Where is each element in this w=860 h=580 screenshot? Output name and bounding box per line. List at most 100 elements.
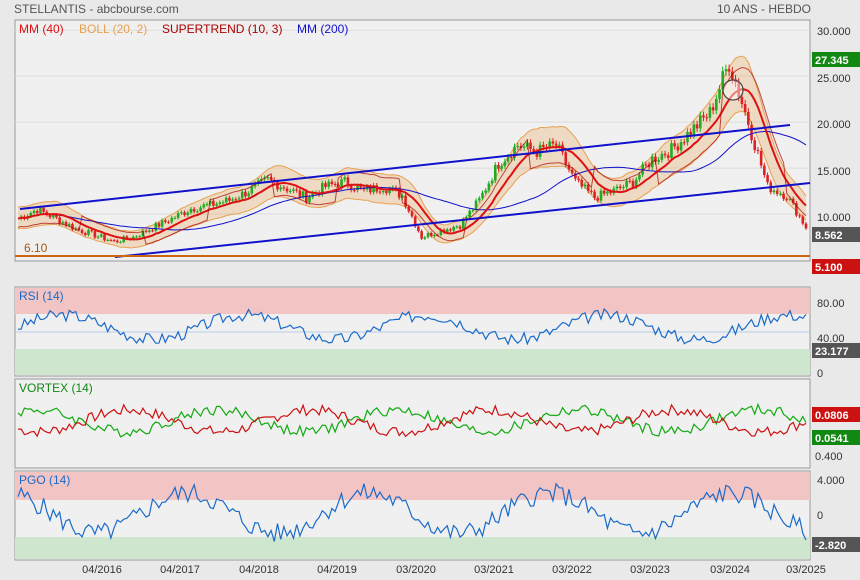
candle-body	[202, 204, 206, 208]
chart-title: STELLANTIS - abcbourse.com	[14, 2, 179, 16]
candle-body	[756, 149, 760, 151]
candle-body	[682, 142, 686, 144]
rsi-value: 23.177	[815, 346, 849, 358]
candle-body	[253, 183, 257, 187]
candle-body	[288, 190, 292, 192]
candle-body	[721, 71, 725, 90]
candle-body	[724, 69, 728, 72]
rsi-tick-80: 80.00	[817, 298, 845, 310]
pgo-high-zone	[15, 472, 810, 500]
candle-body	[51, 214, 55, 218]
pgo-value: -2.820	[815, 540, 846, 552]
candle-body	[558, 144, 561, 146]
candle-body	[321, 183, 324, 195]
candle-body	[772, 190, 776, 193]
candle-body	[551, 141, 555, 144]
candle-body	[625, 180, 628, 188]
candle-body	[292, 189, 295, 191]
candle-body	[513, 146, 516, 158]
candle-body	[468, 210, 471, 218]
candle-body	[106, 239, 109, 241]
candle-body	[247, 193, 250, 197]
candle-body	[734, 79, 737, 83]
candle-body	[644, 164, 648, 166]
close-tag	[812, 227, 860, 242]
candle-body	[666, 155, 670, 158]
candle-body	[401, 195, 404, 198]
candle-body	[718, 89, 721, 100]
candle-body	[657, 159, 660, 162]
highlight-marker	[722, 79, 744, 101]
vortex-plus-tag	[812, 430, 860, 445]
legend-mm200: MM (200)	[297, 22, 348, 36]
candle-body	[61, 222, 65, 224]
candle-body	[445, 229, 449, 233]
candle-body	[538, 144, 542, 157]
candle-body	[670, 143, 673, 158]
candle-body	[167, 221, 170, 223]
candle-body	[234, 199, 238, 201]
candle-body	[731, 71, 734, 80]
candle-body	[164, 220, 167, 222]
candle-body	[747, 111, 750, 125]
candle-body	[711, 107, 715, 111]
candle-body	[330, 181, 334, 184]
candle-body	[413, 216, 417, 227]
candle-body	[266, 177, 270, 179]
candle-body	[429, 233, 433, 237]
candle-body	[83, 233, 87, 235]
candle-body	[586, 184, 590, 191]
legend-supertrend: SUPERTREND (10, 3)	[162, 22, 282, 36]
x-tick-label: 03/2020	[396, 564, 436, 576]
candle-body	[775, 190, 779, 194]
candle-body	[327, 181, 331, 187]
candle-body	[125, 236, 129, 239]
candle-body	[138, 236, 142, 238]
candle-body	[580, 179, 584, 187]
price-tick-20: 20.000	[817, 119, 851, 131]
candle-body	[285, 188, 289, 192]
pgo-label: PGO (14)	[19, 473, 70, 487]
candle-body	[295, 189, 298, 191]
candle-body	[212, 200, 215, 206]
candle-body	[529, 142, 532, 149]
channel-upper-line	[19, 124, 791, 210]
candle-body	[385, 190, 388, 194]
channel-lower-line	[114, 182, 811, 258]
candle-body	[349, 185, 353, 191]
candle-body	[702, 115, 705, 118]
rsi-line	[18, 307, 807, 346]
candle-body	[103, 234, 106, 241]
price-y-axis: 30.000 25.000 20.000 15.000 10.000	[817, 26, 851, 224]
price-panel	[14, 19, 811, 262]
candle-body	[240, 191, 244, 199]
candle-body	[276, 182, 279, 190]
legend-boll: BOLL (20, 2)	[79, 22, 147, 36]
x-tick-label: 03/2025	[786, 564, 826, 576]
candle-body	[388, 189, 391, 194]
rsi-tick-40: 40.00	[817, 333, 845, 345]
candle-body	[237, 198, 241, 200]
candle-body	[660, 153, 664, 160]
candle-body	[570, 169, 574, 174]
candle-body	[173, 217, 177, 219]
candle-body	[90, 230, 93, 232]
candle-body	[378, 191, 382, 193]
candle-body	[343, 177, 347, 180]
candle-body	[487, 183, 491, 191]
candle-body	[196, 211, 199, 213]
candle-body	[516, 145, 520, 147]
candle-body	[474, 200, 478, 210]
candle-body	[593, 191, 596, 199]
candle-body	[708, 107, 712, 118]
candle-body	[337, 184, 340, 188]
candle-body	[477, 198, 481, 201]
candle-body	[583, 184, 587, 187]
candle-body	[279, 187, 282, 190]
rsi-oversold-zone	[15, 349, 810, 375]
candle-body	[311, 192, 314, 198]
candle-body	[727, 69, 731, 72]
candle-body	[692, 124, 696, 136]
price-tick-25: 25.000	[817, 73, 851, 85]
candle-body	[231, 199, 234, 201]
